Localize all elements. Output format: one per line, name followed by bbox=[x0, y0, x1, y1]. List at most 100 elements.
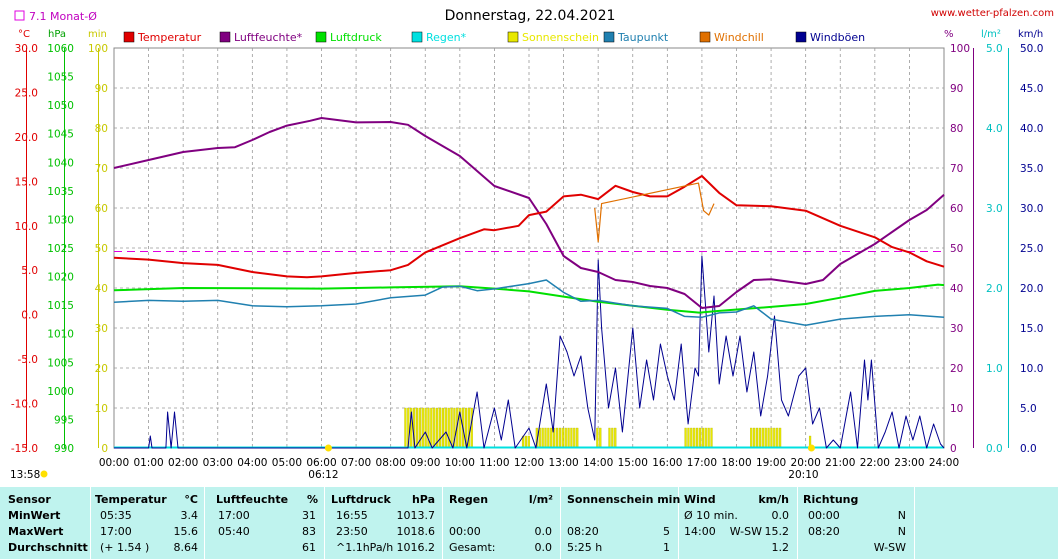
tick-hour: 24:00 bbox=[929, 457, 959, 469]
sunshine-bar bbox=[444, 407, 447, 449]
stats-pres-time: 16:55 bbox=[336, 509, 368, 522]
site-link[interactable]: www.wetter-pfalzen.com bbox=[931, 8, 1054, 19]
tick-wind: 10.0 bbox=[1020, 363, 1043, 375]
sunshine-bar bbox=[527, 435, 530, 449]
stats-table: Sensor Temperatur °C Luftfeuchte% Luftdruck h… bbox=[0, 487, 1058, 559]
stats-header: Richtung bbox=[803, 493, 859, 506]
legend-swatch bbox=[795, 31, 807, 43]
stats-dir: W-SW bbox=[873, 541, 906, 554]
stats-wind-label: 14:00 bbox=[684, 525, 716, 538]
tick-temp: 25.0 bbox=[15, 87, 38, 99]
tick-temp: 5.0 bbox=[21, 265, 38, 277]
stats-sun: 5 bbox=[663, 525, 670, 538]
sunshine-bar bbox=[693, 427, 696, 449]
stats-sun-time: 08:20 bbox=[567, 525, 599, 538]
stats-rain-time: Gesamt: bbox=[449, 541, 496, 554]
stats-hum-time: 05:40 bbox=[218, 525, 250, 538]
legend-label: Windchill bbox=[714, 31, 764, 44]
sunshine-bar bbox=[576, 427, 579, 449]
tick-pressure: 1035 bbox=[47, 186, 74, 198]
sunshine-bar bbox=[441, 407, 444, 449]
tick-temp: -15.0 bbox=[11, 443, 38, 455]
sunshine-bar bbox=[707, 427, 710, 449]
tick-pressure: 1060 bbox=[47, 43, 74, 55]
series-line-windböen bbox=[114, 255, 945, 449]
tick-pressure: 1010 bbox=[47, 329, 74, 341]
stats-hum-time: 17:00 bbox=[218, 509, 250, 522]
tick-humidity: 30 bbox=[950, 323, 963, 335]
monthly-avg-label: 7.1 Monat-Ø bbox=[29, 10, 97, 23]
stats-wind: 0.0 bbox=[771, 509, 790, 522]
tick-rain: 0.0 bbox=[986, 443, 1003, 455]
series-lines bbox=[113, 117, 945, 449]
tick-sunmin: 80 bbox=[95, 123, 108, 135]
tick-wind: 50.0 bbox=[1020, 43, 1043, 55]
tick-hour: 15:00 bbox=[618, 457, 648, 469]
tick-hour: 20:00 bbox=[791, 457, 821, 469]
legend-swatch bbox=[411, 31, 423, 43]
stats-pres-time: ^1.1hPa/h bbox=[336, 541, 394, 554]
tick-wind: 35.0 bbox=[1020, 163, 1043, 175]
tick-pressure: 1040 bbox=[47, 157, 74, 169]
tick-hour: 04:00 bbox=[237, 457, 267, 469]
stats-separator bbox=[560, 487, 561, 559]
stats-temp: 15.6 bbox=[173, 525, 199, 538]
sunshine-bar bbox=[761, 427, 764, 449]
series-line-luftfeuchte bbox=[113, 117, 945, 309]
tick-pressure: 1025 bbox=[47, 243, 74, 255]
sunshine-bar bbox=[550, 427, 553, 449]
stats-pres: 1013.7 bbox=[396, 509, 436, 522]
series-line-temperatur bbox=[113, 175, 945, 279]
tick-hour: 01:00 bbox=[133, 457, 163, 469]
sunshine-bar bbox=[421, 407, 424, 449]
stats-rain: 0.0 bbox=[534, 541, 553, 554]
sunshine-bar bbox=[558, 427, 562, 449]
tick-humidity: 70 bbox=[950, 163, 963, 175]
sunshine-bar bbox=[687, 427, 690, 449]
tick-hour: 22:00 bbox=[860, 457, 890, 469]
stats-separator bbox=[442, 487, 443, 559]
stats-header: % bbox=[306, 493, 318, 506]
stats-header: Wind bbox=[684, 493, 716, 506]
stats-rain: 0.0 bbox=[534, 525, 553, 538]
tick-wind: 45.0 bbox=[1020, 83, 1043, 95]
stats-header: Luftdruck bbox=[331, 493, 391, 506]
sunshine-bar bbox=[684, 427, 687, 449]
tick-wind: 0.0 bbox=[1020, 443, 1037, 455]
stats-temp: 3.4 bbox=[180, 509, 199, 522]
sunshine-bar bbox=[524, 435, 527, 449]
sunshine-bar bbox=[541, 427, 544, 449]
legend-label: Regen* bbox=[426, 31, 467, 44]
tick-hour: 07:00 bbox=[341, 457, 371, 469]
tick-rain: 1.0 bbox=[986, 363, 1003, 375]
stats-separator bbox=[324, 487, 325, 559]
sunrise-icon bbox=[324, 444, 332, 452]
unit-temp: °C bbox=[18, 29, 30, 40]
stats-header: km/h bbox=[758, 493, 789, 506]
tick-hour: 13:00 bbox=[548, 457, 578, 469]
stats-pres: 1018.6 bbox=[396, 525, 436, 538]
tick-sunmin: 60 bbox=[95, 203, 108, 215]
tick-humidity: 10 bbox=[950, 403, 963, 415]
tick-wind: 20.0 bbox=[1020, 283, 1043, 295]
tick-wind: 15.0 bbox=[1020, 323, 1043, 335]
tick-pressure: 1050 bbox=[47, 100, 74, 112]
tick-hour: 16:00 bbox=[652, 457, 682, 469]
tick-hour: 00:00 bbox=[99, 457, 129, 469]
series-line-taupunkt bbox=[113, 279, 945, 327]
tick-wind: 5.0 bbox=[1020, 403, 1037, 415]
tick-humidity: 60 bbox=[950, 203, 963, 215]
tick-hour: 06:00 bbox=[306, 457, 336, 469]
legend-swatch bbox=[123, 31, 135, 43]
tick-pressure: 1055 bbox=[47, 72, 74, 84]
stats-label: Durchschnitt bbox=[8, 541, 88, 554]
stats-header: Temperatur bbox=[95, 493, 167, 506]
stats-header: Luftfeuchte bbox=[216, 493, 289, 506]
sunshine-bar bbox=[555, 427, 559, 449]
tick-temp: 0.0 bbox=[21, 310, 38, 322]
tick-temp: -10.0 bbox=[11, 399, 38, 411]
tick-pressure: 1015 bbox=[47, 300, 74, 312]
tick-temp: 15.0 bbox=[15, 176, 38, 188]
stats-dir-time: 00:00 bbox=[808, 509, 840, 522]
sunshine-bar bbox=[561, 427, 564, 449]
